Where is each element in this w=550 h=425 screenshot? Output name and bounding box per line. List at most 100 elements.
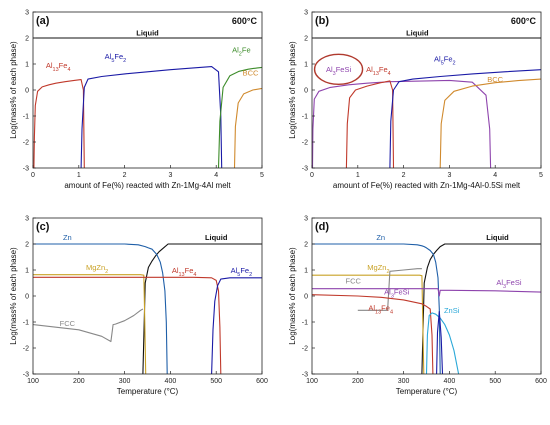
x-tick-label: 1 [356,172,360,179]
x-tick-label: 300 [398,378,410,385]
temperature-annotation: 600°C [232,16,258,26]
y-tick-label: -1 [23,114,29,121]
y-tick-label: -2 [302,346,308,353]
series-line-zn [33,243,168,374]
y-tick-label: 0 [304,88,308,95]
y-tick-label: 0 [25,88,29,95]
x-tick-label: 3 [447,172,451,179]
x-tick-label: 200 [352,378,364,385]
series-line-al5fe2 [389,69,541,168]
y-tick-label: -3 [302,166,308,173]
y-tick-label: 3 [25,10,29,17]
series-line-al5fe2 [211,277,262,374]
y-tick-label: -1 [302,320,308,327]
series-line-bcc [439,78,541,168]
x-tick-label: 4 [214,172,218,179]
y-tick-label: 2 [304,36,308,43]
series-label-al13fe4: Al13Fe4 [172,266,197,278]
series-label-al13fe4: Al13Fe4 [46,61,71,73]
x-tick-label: 200 [73,378,85,385]
y-axis-label: Log(mass% of each phase) [288,41,297,139]
x-tick-label: 500 [489,378,501,385]
series-label-al5fe2: Al5Fe2 [231,266,253,278]
series-label-al13fe4: Al13Fe4 [366,65,391,77]
x-tick-label: 5 [539,172,543,179]
y-axis-label: Log(mass% of each phase) [9,41,18,139]
x-tick-label: 3 [168,172,172,179]
series-label-al5fe2: Al5Fe2 [434,54,456,66]
x-tick-label: 4 [493,172,497,179]
series-group [33,37,262,168]
series-line-al13fe4 [345,80,395,168]
series-label-al3fesi: Al3FeSi [496,278,521,290]
series-label-al5fe2: Al5Fe2 [105,52,127,64]
panel-letter: (a) [36,15,50,27]
series-line-mgzn2 [33,274,147,374]
y-tick-label: 3 [304,216,308,223]
series-line-mgzn2 [312,274,425,374]
highlight-ellipse [313,53,364,86]
y-tick-label: 0 [304,294,308,301]
y-tick-label: 0 [25,294,29,301]
y-tick-label: 1 [304,268,308,275]
series-line-al5fe2 [436,311,444,374]
series-line-bcc [233,87,262,168]
series-line-al13fe4 [312,294,434,374]
series-label-liquid: Liquid [486,233,509,242]
x-tick-label: 600 [535,378,547,385]
series-group [312,243,541,374]
x-axis-label: Temperature (°C) [117,387,179,396]
panel-letter: (c) [36,221,50,233]
series-label-al13fe4: Al13Fe4 [368,303,393,315]
series-label-al2fe: Al2Fe [232,45,251,57]
x-tick-label: 0 [31,172,35,179]
y-tick-label: -1 [23,320,29,327]
series-line-al3fesi [312,79,492,168]
temperature-annotation: 600°C [511,16,537,26]
series-line-fcc [33,308,144,343]
panel-c: Liquid Zn MgZn2 Al13Fe4 Al5Fe2 FCC 100 200 300 40… [9,216,268,397]
panel-letter: (d) [315,221,329,233]
y-tick-label: -3 [23,166,29,173]
series-label-zn: Zn [63,233,72,242]
panel-letter: (b) [315,15,329,27]
x-tick-label: 600 [256,378,268,385]
series-line-al3fesi [312,288,541,297]
x-tick-label: 300 [119,378,131,385]
panel-d: Liquid Zn MgZn2 FCC Al3FeSi Al3FeSi Al13Fe4 ZnS… [288,216,547,397]
y-tick-label: 1 [25,268,29,275]
series-group [312,37,541,168]
y-tick-label: 1 [304,62,308,69]
series-line-al2fe [217,66,262,168]
series-label-bcc: BCC [243,69,259,78]
series-label-zn: Zn [376,233,385,242]
x-tick-label: 1 [77,172,81,179]
x-tick-label: 500 [210,378,222,385]
y-tick-label: 2 [25,36,29,43]
series-label-liquid: Liquid [406,28,429,37]
y-tick-label: 2 [25,242,29,249]
y-tick-label: 3 [304,10,308,17]
series-label-mgzn2: MgZn2 [367,263,389,275]
x-tick-label: 2 [402,172,406,179]
y-tick-label: -3 [302,372,308,379]
y-axis-label: Log(mass% of each phase) [9,247,18,345]
series-line-fcc [357,268,422,311]
x-axis-label: amount of Fe(%) reacted with Zn-1Mg-4Al … [64,181,231,190]
y-tick-label: 1 [25,62,29,69]
x-tick-label: 2 [123,172,127,179]
series-label-al3fesi: Al3FeSi [384,288,409,300]
series-line-al13fe4 [33,276,222,374]
y-tick-label: -2 [23,346,29,353]
series-label-fcc: FCC [60,319,76,328]
x-axis-label: Temperature (°C) [396,387,458,396]
series-line-zn [312,243,441,374]
series-label-mgzn2: MgZn2 [86,263,108,275]
y-tick-label: 3 [25,216,29,223]
y-tick-label: 2 [304,242,308,249]
series-label-al3fesi: Al3FeSi [326,65,351,77]
series-line-znsi [425,312,460,374]
x-tick-label: 100 [306,378,318,385]
x-tick-label: 0 [310,172,314,179]
x-tick-label: 400 [444,378,456,385]
